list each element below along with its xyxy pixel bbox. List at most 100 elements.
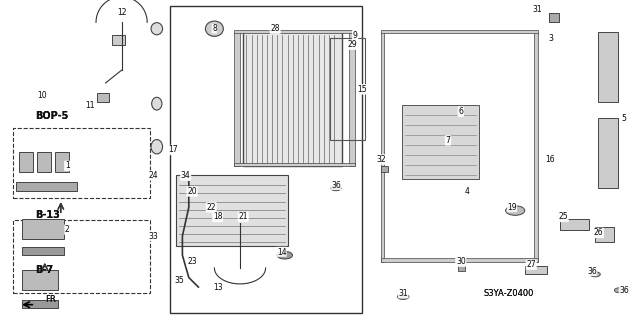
Text: 34: 34 [180, 171, 191, 180]
Circle shape [397, 294, 409, 300]
Bar [595, 227, 614, 242]
Text: 27: 27 [526, 260, 536, 269]
Bar [13, 220, 150, 293]
Ellipse shape [152, 97, 162, 110]
Circle shape [590, 272, 600, 277]
Bar [37, 152, 51, 172]
Text: 13: 13 [212, 283, 223, 292]
Text: 17: 17 [168, 145, 178, 154]
Text: 31: 31 [532, 5, 543, 14]
Text: 29: 29 [347, 40, 357, 49]
Text: 21: 21 [239, 212, 248, 221]
Bar [560, 219, 589, 230]
Text: 21: 21 [239, 212, 248, 221]
Text: 36: 36 [619, 286, 629, 295]
Text: 26: 26 [593, 228, 604, 237]
Bar [22, 219, 64, 239]
Bar [402, 105, 479, 179]
Text: 7: 7 [445, 136, 451, 145]
Text: 9: 9 [353, 31, 358, 40]
Bar [22, 270, 58, 290]
Bar [16, 182, 77, 191]
Bar [598, 32, 618, 102]
Text: 17: 17 [168, 145, 178, 154]
Text: B-13: B-13 [35, 210, 60, 220]
Text: 33: 33 [148, 232, 159, 241]
Text: 23: 23 [187, 257, 197, 266]
Text: 30: 30 [456, 257, 466, 266]
Text: B-7: B-7 [35, 264, 53, 275]
Text: 36: 36 [587, 267, 597, 276]
Bar [13, 128, 150, 198]
Text: 35: 35 [174, 276, 184, 285]
Text: 6: 6 [458, 107, 463, 116]
Bar [330, 38, 365, 140]
Text: 32: 32 [376, 155, 386, 164]
Text: B-7: B-7 [35, 264, 53, 275]
Bar [55, 152, 69, 172]
Text: 5: 5 [621, 114, 627, 122]
Text: 15: 15 [356, 85, 367, 94]
Text: 8: 8 [212, 24, 217, 33]
Text: 18: 18 [213, 212, 222, 221]
Text: 3: 3 [548, 34, 553, 43]
Text: 33: 33 [148, 232, 159, 241]
Text: 19: 19 [507, 203, 517, 212]
Text: 25: 25 [558, 212, 568, 221]
Text: 26: 26 [593, 228, 604, 237]
Text: 36: 36 [331, 181, 341, 189]
Text: 4: 4 [465, 187, 470, 196]
Text: 36: 36 [587, 267, 597, 276]
Text: 27: 27 [526, 260, 536, 269]
Circle shape [277, 251, 292, 259]
Circle shape [506, 206, 525, 215]
Bar [19, 152, 33, 172]
Bar [234, 30, 355, 33]
Text: 14: 14 [276, 248, 287, 256]
Text: 13: 13 [212, 283, 223, 292]
Text: 23: 23 [187, 257, 197, 266]
Text: 1: 1 [65, 161, 70, 170]
Bar [381, 32, 384, 262]
Text: 11: 11 [85, 101, 94, 110]
Text: 15: 15 [356, 85, 367, 94]
Text: 28: 28 [271, 24, 280, 33]
Bar [381, 30, 538, 33]
Text: 5: 5 [621, 114, 627, 122]
Text: 20: 20 [187, 187, 197, 196]
Bar [381, 258, 538, 262]
Text: 12: 12 [117, 8, 126, 17]
Bar [22, 300, 58, 308]
Text: 22: 22 [207, 203, 216, 212]
Text: 36: 36 [619, 286, 629, 295]
Text: 31: 31 [398, 289, 408, 298]
Bar [176, 175, 288, 246]
Text: 8: 8 [212, 24, 217, 33]
Bar [170, 6, 362, 313]
Bar [598, 118, 618, 188]
Text: 20: 20 [187, 187, 197, 196]
Circle shape [331, 186, 341, 191]
Text: 30: 30 [456, 257, 466, 266]
Text: 10: 10 [36, 91, 47, 100]
Text: 35: 35 [174, 276, 184, 285]
Text: S3YA-Z0400: S3YA-Z0400 [483, 289, 534, 298]
Text: 16: 16 [545, 155, 556, 164]
Text: 18: 18 [213, 212, 222, 221]
Bar [112, 35, 125, 45]
Bar [243, 32, 342, 166]
Bar [525, 266, 547, 274]
Text: 1: 1 [65, 161, 70, 170]
Text: 34: 34 [180, 171, 191, 180]
Bar [549, 13, 559, 22]
Text: 4: 4 [465, 187, 470, 196]
Circle shape [614, 288, 625, 293]
Text: FR: FR [45, 295, 56, 304]
Bar [458, 264, 465, 271]
Text: 25: 25 [558, 212, 568, 221]
Text: BOP-5: BOP-5 [35, 111, 68, 122]
Bar [349, 32, 355, 166]
Text: 11: 11 [85, 101, 94, 110]
Text: 14: 14 [276, 248, 287, 256]
Text: 24: 24 [148, 171, 159, 180]
